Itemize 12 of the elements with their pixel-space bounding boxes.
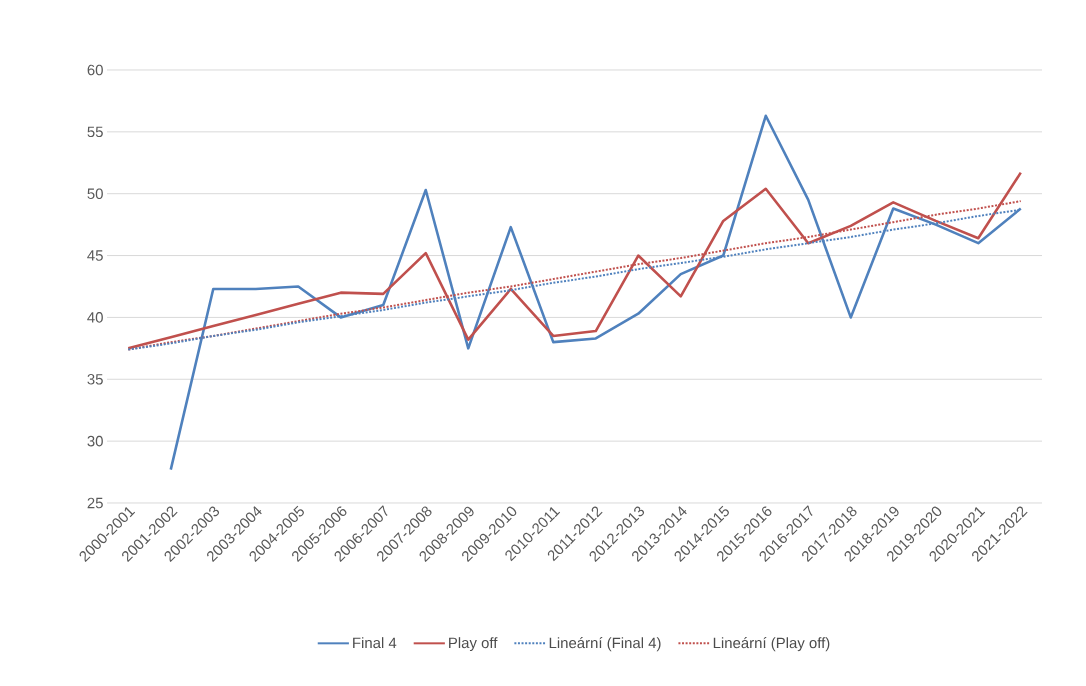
y-tick-label: 30	[87, 435, 103, 447]
legend-label: Lineární (Play off)	[713, 637, 830, 652]
y-tick-label: 60	[87, 64, 103, 76]
y-tick-label: 35	[87, 373, 103, 385]
y-tick-label: 25	[87, 497, 103, 509]
y-tick-label: 50	[87, 188, 103, 199]
legend-label: Final 4	[353, 637, 397, 649]
legend-label: Lineární (Final 4)	[549, 637, 661, 652]
y-tick-label: 55	[87, 126, 103, 138]
legend-label: Play off	[449, 637, 498, 652]
y-tick-label: 45	[87, 250, 103, 261]
y-tick-label: 40	[87, 312, 103, 323]
